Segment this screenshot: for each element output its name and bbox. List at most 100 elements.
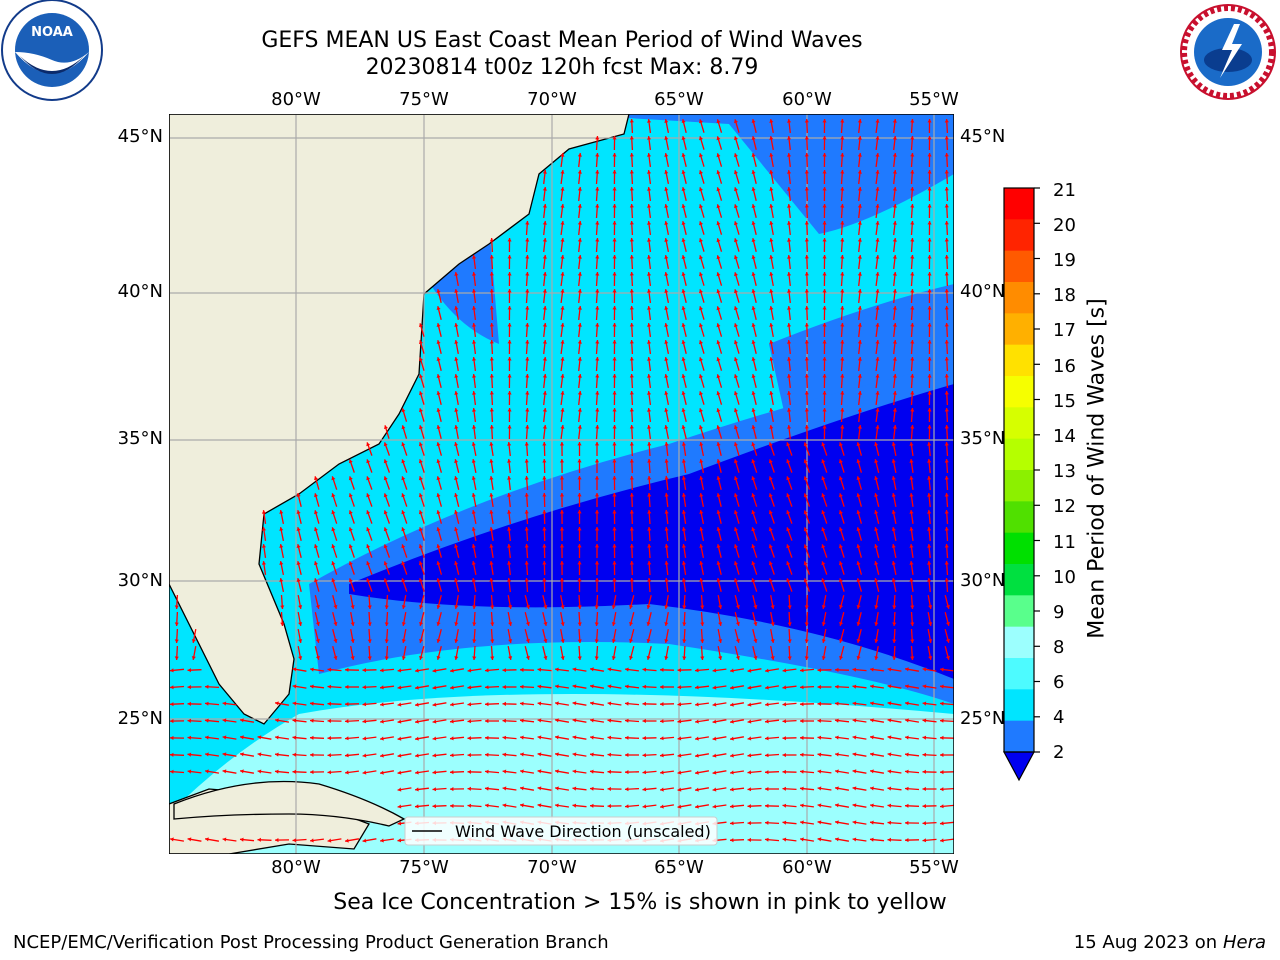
- wind-wave-arrow: [857, 169, 862, 185]
- wind-wave-arrow: [647, 543, 652, 559]
- wind-wave-arrow: [647, 391, 652, 405]
- wind-wave-arrow: [939, 701, 954, 706]
- wind-wave-arrow: [629, 237, 634, 253]
- wind-wave-arrow: [681, 441, 687, 457]
- wind-wave-arrow: [910, 628, 915, 644]
- wind-wave-arrow: [525, 254, 530, 270]
- wind-wave-arrow: [835, 735, 849, 740]
- wind-wave-arrow: [471, 492, 477, 508]
- wind-wave-arrow: [397, 668, 412, 673]
- wind-wave-arrow: [910, 152, 915, 168]
- wind-wave-arrow: [838, 493, 845, 507]
- wind-wave-arrow: [927, 526, 932, 542]
- wind-wave-arrow: [274, 701, 290, 706]
- colorbar-segment: [1004, 658, 1034, 690]
- wind-wave-arrow: [892, 288, 897, 304]
- wind-wave-arrow: [362, 753, 377, 758]
- wind-wave-arrow: [782, 736, 797, 741]
- wind-wave-arrow: [611, 594, 617, 610]
- wind-wave-arrow: [922, 718, 937, 723]
- wind-wave-arrow: [348, 527, 355, 541]
- wind-wave-arrow: [840, 220, 845, 236]
- wind-wave-arrow: [804, 186, 809, 202]
- wind-wave-arrow: [594, 493, 600, 507]
- wind-wave-arrow: [542, 169, 547, 185]
- wind-wave-arrow: [892, 152, 897, 168]
- wind-wave-arrow: [852, 786, 867, 791]
- chart-title: GEFS MEAN US East Coast Mean Period of W…: [261, 28, 863, 53]
- wind-wave-arrow: [612, 407, 617, 423]
- wind-wave-arrow: [822, 169, 827, 185]
- wind-wave-arrow: [892, 135, 897, 151]
- wind-wave-arrow: [734, 119, 740, 133]
- wind-wave-arrow: [764, 753, 780, 758]
- wind-wave-arrow: [729, 753, 745, 758]
- wind-wave-arrow: [787, 323, 792, 337]
- wind-wave-arrow: [542, 475, 547, 491]
- wind-wave-arrow: [348, 476, 355, 490]
- wind-wave-arrow: [681, 238, 687, 252]
- wind-wave-arrow: [944, 458, 949, 474]
- wind-wave-arrow: [699, 119, 705, 133]
- wind-wave-arrow: [467, 753, 482, 758]
- wind-wave-arrow: [594, 510, 600, 524]
- wind-wave-arrow: [716, 357, 723, 371]
- wind-wave-arrow: [910, 135, 915, 151]
- wind-wave-arrow: [367, 594, 372, 610]
- wind-wave-arrow: [559, 441, 564, 457]
- wind-wave-arrow: [560, 391, 565, 405]
- wind-wave-arrow: [804, 237, 809, 253]
- colorbar-extend-triangle: [1002, 751, 1036, 782]
- wind-wave-arrow: [716, 374, 723, 388]
- wind-wave-arrow: [927, 577, 932, 593]
- wind-wave-arrow: [191, 628, 197, 644]
- wind-wave-arrow: [875, 289, 880, 303]
- wind-wave-arrow: [664, 611, 669, 627]
- wind-wave-arrow: [751, 289, 757, 303]
- wind-wave-arrow: [804, 271, 809, 287]
- wind-wave-arrow: [664, 475, 669, 491]
- wind-wave-arrow: [927, 135, 932, 151]
- wind-wave-arrow: [892, 271, 897, 287]
- wind-wave-arrow: [418, 476, 425, 490]
- wind-wave-arrow: [490, 594, 495, 610]
- wind-wave-arrow: [489, 339, 494, 355]
- wind-wave-arrow: [401, 578, 408, 592]
- wind-wave-arrow: [449, 685, 465, 690]
- wind-wave-arrow: [472, 306, 477, 320]
- wind-wave-arrow: [348, 544, 355, 558]
- wind-wave-arrow: [594, 594, 599, 610]
- wind-wave-arrow: [787, 645, 792, 661]
- wind-wave-arrow: [454, 390, 459, 406]
- wind-wave-arrow: [751, 561, 758, 575]
- wind-wave-arrow: [751, 153, 757, 167]
- wind-wave-arrow: [817, 837, 832, 842]
- wind-wave-arrow: [892, 169, 897, 185]
- colorbar-segment: [1004, 250, 1034, 283]
- wind-wave-arrow: [838, 442, 845, 456]
- wind-wave-arrow: [542, 322, 547, 338]
- wind-wave-arrow: [892, 373, 897, 389]
- wind-wave-arrow: [782, 685, 797, 690]
- wind-wave-arrow: [418, 493, 425, 507]
- wind-wave-arrow: [874, 594, 879, 610]
- wind-wave-arrow: [331, 476, 338, 490]
- wind-wave-arrow: [699, 204, 705, 218]
- wind-wave-arrow: [822, 373, 827, 389]
- wind-wave-arrow: [607, 804, 622, 809]
- wind-wave-arrow: [314, 595, 320, 609]
- wind-wave-arrow: [607, 786, 622, 791]
- wind-wave-arrow: [944, 237, 949, 253]
- wind-wave-arrow: [577, 476, 582, 490]
- run-date-text: 15 Aug 2023 on: [1073, 932, 1218, 953]
- wind-wave-arrow: [803, 510, 811, 524]
- wind-wave-arrow: [747, 821, 762, 826]
- wind-wave-arrow: [169, 769, 185, 774]
- noaa-logo: NOAA: [1, 0, 103, 101]
- wind-wave-arrow: [840, 424, 845, 440]
- wind-wave-arrow: [647, 238, 652, 252]
- lon-label-top-60w: 60°W: [782, 89, 832, 110]
- wind-wave-arrow: [857, 407, 862, 423]
- wind-wave-arrow: [490, 628, 495, 644]
- wind-wave-arrow: [555, 684, 569, 689]
